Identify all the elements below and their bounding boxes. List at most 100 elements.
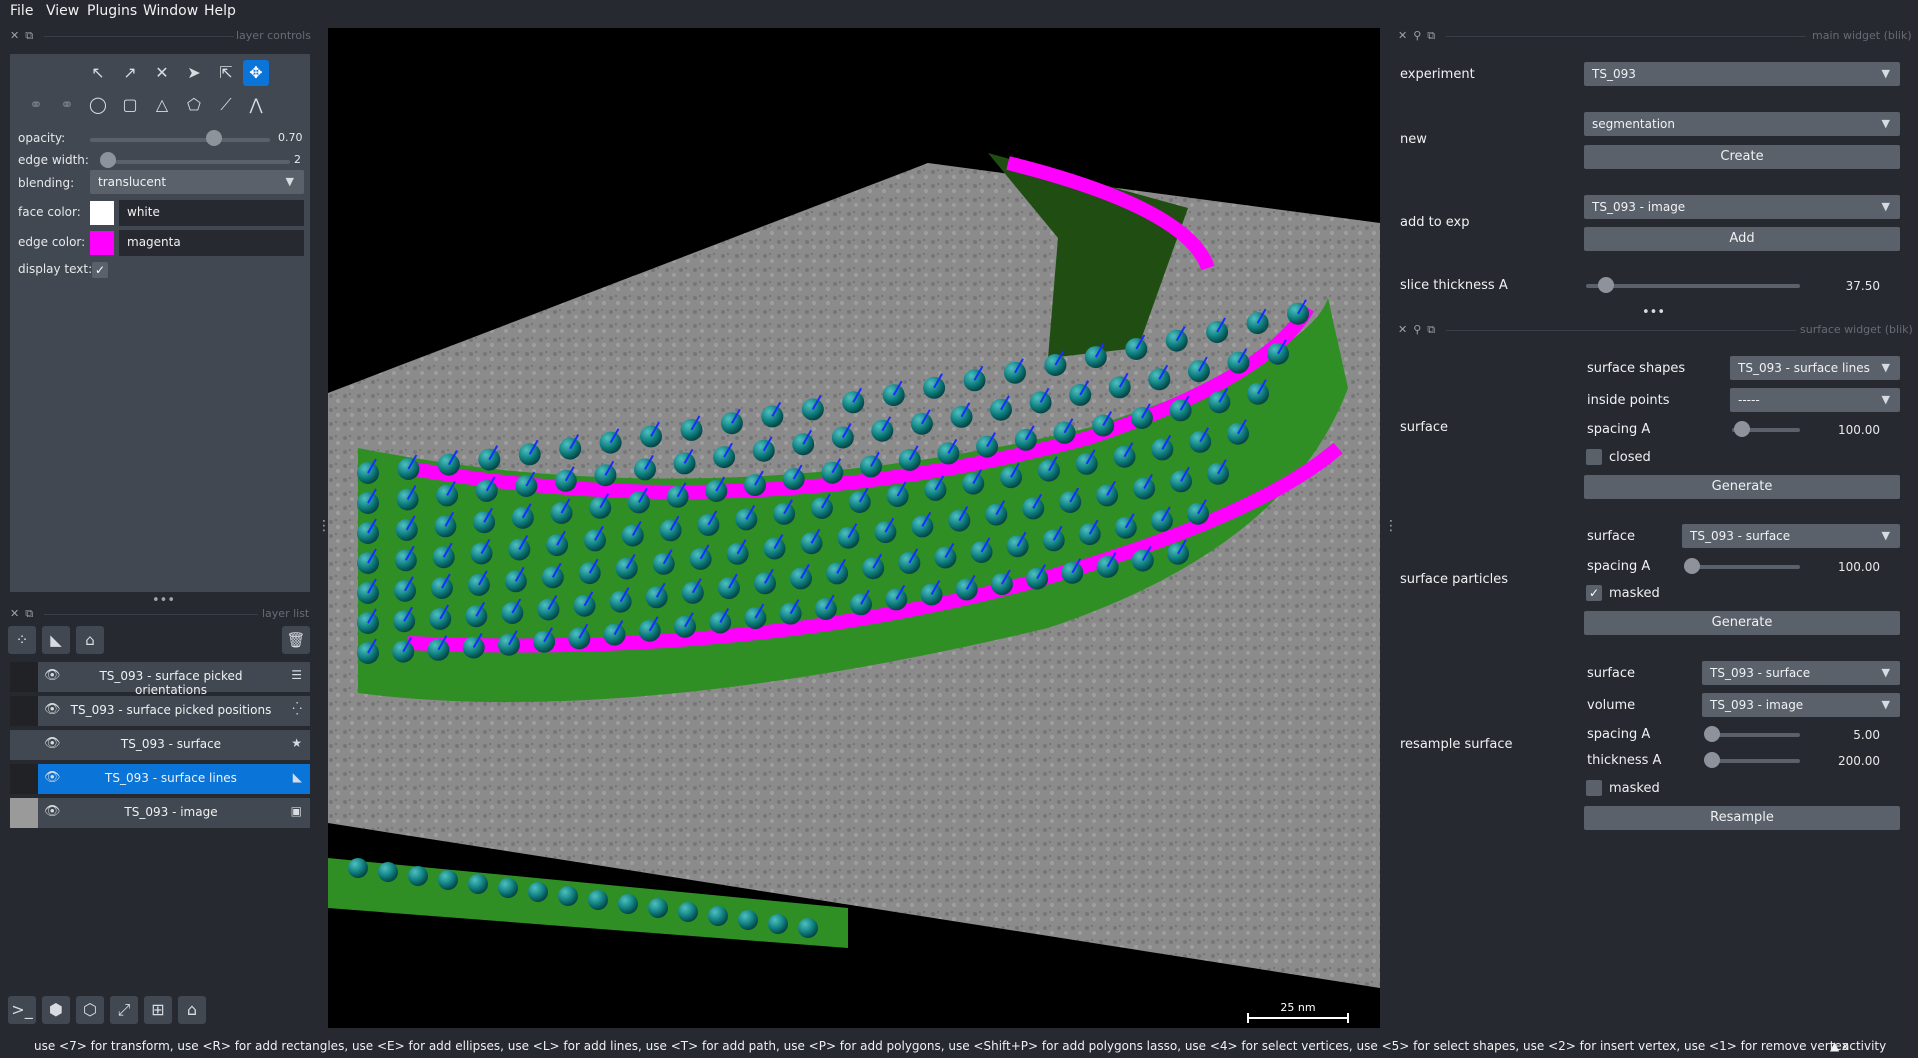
volume-select[interactable]: TS_093 - image ▼ bbox=[1702, 693, 1900, 717]
dock-splitter-handle[interactable]: ••• bbox=[152, 593, 176, 608]
generate-surface-button[interactable]: Generate bbox=[1584, 475, 1900, 499]
layer-row-surface-lines[interactable]: 👁 TS_093 - surface lines ◣ bbox=[10, 764, 310, 794]
menu-file[interactable]: File bbox=[10, 3, 34, 19]
console-button[interactable]: >_ bbox=[8, 996, 36, 1024]
thickness-slider-handle[interactable] bbox=[1704, 752, 1720, 768]
delete-layer-button[interactable]: 🗑 bbox=[282, 626, 310, 654]
layer-row-image[interactable]: 👁 TS_093 - image ▣ bbox=[10, 798, 310, 828]
resample-spacing-slider[interactable] bbox=[1706, 733, 1800, 737]
masked-checkbox[interactable]: ✓ bbox=[1586, 585, 1602, 601]
grid-view-button[interactable]: ⊞ bbox=[144, 996, 172, 1024]
toggle-ndisplay-button[interactable]: ⬢ bbox=[42, 996, 70, 1024]
particle-sphere bbox=[515, 475, 538, 497]
layer-thumbnail bbox=[10, 696, 38, 726]
path-icon[interactable]: ⋀ bbox=[249, 95, 263, 114]
menu-help[interactable]: Help bbox=[204, 3, 236, 19]
inside-points-select[interactable]: ----- ▼ bbox=[1730, 388, 1900, 412]
eye-icon[interactable]: 👁 bbox=[44, 668, 61, 683]
transpose-dims-button[interactable]: ⤢ bbox=[110, 996, 138, 1024]
dock-float-icon[interactable]: ✕⧉ bbox=[10, 29, 40, 42]
dock-close-icon[interactable]: ✕⚲⧉ bbox=[1398, 29, 1442, 42]
ellipse-icon[interactable]: ◯ bbox=[89, 95, 107, 114]
opacity-slider-handle[interactable] bbox=[206, 130, 222, 146]
transform-icon[interactable]: ✥ bbox=[243, 60, 269, 86]
particle-sphere bbox=[689, 547, 712, 570]
insert-vertex-icon[interactable]: ↗ bbox=[123, 63, 137, 82]
layer-row-surface-picked-orientations[interactable]: 👁 TS_093 - surface picked orientations ☰ bbox=[10, 662, 310, 697]
dock-splitter-handle[interactable]: ⋮ bbox=[1384, 518, 1398, 534]
blending-select[interactable]: translucent ▼ bbox=[90, 170, 304, 194]
face-color-swatch[interactable] bbox=[90, 201, 114, 225]
polygon-lasso-icon[interactable]: ⬠ bbox=[187, 95, 201, 114]
rectangle-icon[interactable]: ▢ bbox=[122, 95, 138, 114]
closed-checkbox[interactable] bbox=[1586, 449, 1602, 465]
polygon-icon[interactable]: △ bbox=[155, 95, 169, 114]
dock-close-icon[interactable]: ✕⚲⧉ bbox=[1398, 323, 1442, 336]
particle-sphere bbox=[1092, 414, 1115, 437]
orientation-vector bbox=[488, 445, 499, 461]
surface-shapes-select[interactable]: TS_093 - surface lines ▼ bbox=[1730, 356, 1900, 380]
particle-sphere bbox=[1075, 452, 1098, 475]
thickness-slider[interactable] bbox=[1706, 759, 1800, 763]
face-color-field[interactable]: white bbox=[119, 200, 304, 226]
eye-icon[interactable]: 👁 bbox=[44, 804, 61, 819]
display-text-checkbox[interactable]: ✓ bbox=[92, 262, 108, 278]
create-button[interactable]: Create bbox=[1584, 145, 1900, 169]
dock-float-icon[interactable]: ✕⧉ bbox=[10, 607, 40, 620]
viewer-canvas[interactable]: 25 nm bbox=[328, 28, 1380, 1028]
opacity-slider[interactable] bbox=[90, 138, 270, 142]
delete-shape-icon[interactable]: ✕ bbox=[155, 63, 169, 82]
particles-spacing-slider[interactable] bbox=[1684, 565, 1800, 569]
resample-masked-checkbox[interactable] bbox=[1586, 780, 1602, 796]
edge-color-field[interactable]: magenta bbox=[119, 230, 304, 256]
edge-width-slider-handle[interactable] bbox=[100, 152, 116, 168]
resample-button[interactable]: Resample bbox=[1584, 806, 1900, 830]
select-shapes-icon[interactable]: ➤ bbox=[187, 63, 201, 82]
orientation-vector bbox=[514, 566, 525, 582]
menu-plugins[interactable]: Plugins bbox=[87, 3, 138, 19]
new-points-layer-button[interactable]: ⁘ bbox=[8, 626, 36, 654]
layer-thumbnail bbox=[10, 662, 38, 692]
experiment-select[interactable]: TS_093 ▼ bbox=[1584, 62, 1900, 86]
eye-icon[interactable]: 👁 bbox=[44, 770, 61, 785]
layer-row-surface-picked-positions[interactable]: 👁 TS_093 - surface picked positions ⁛ bbox=[10, 696, 310, 726]
add-button[interactable]: Add bbox=[1584, 227, 1900, 251]
move-front-icon[interactable]: ⚭ bbox=[29, 95, 43, 114]
resample-spacing-slider-handle[interactable] bbox=[1704, 726, 1720, 742]
generate-particles-button[interactable]: Generate bbox=[1584, 611, 1900, 635]
dock-splitter-handle[interactable]: ⋮ bbox=[317, 518, 331, 534]
home-button[interactable]: ⌂ bbox=[178, 996, 206, 1024]
activity-indicator-icon[interactable]: ▲ bbox=[1830, 1039, 1840, 1053]
edge-color-swatch[interactable] bbox=[90, 231, 114, 255]
edge-width-slider[interactable] bbox=[100, 160, 290, 164]
orientation-vector bbox=[1141, 546, 1152, 561]
add-to-exp-select[interactable]: TS_093 - image ▼ bbox=[1584, 195, 1900, 219]
new-labels-layer-button[interactable]: ⌂ bbox=[76, 626, 104, 654]
spacing-slider-handle[interactable] bbox=[1734, 421, 1750, 437]
particles-spacing-slider-handle[interactable] bbox=[1684, 558, 1700, 574]
roll-dims-button[interactable]: ⬡ bbox=[76, 996, 104, 1024]
menu-view[interactable]: View bbox=[46, 3, 80, 19]
resample-surface-select[interactable]: TS_093 - surface ▼ bbox=[1702, 661, 1900, 685]
eye-icon[interactable]: 👁 bbox=[44, 702, 61, 717]
slice-thickness-slider-handle[interactable] bbox=[1598, 277, 1614, 293]
spacing-slider[interactable] bbox=[1732, 428, 1800, 432]
particle-sphere bbox=[437, 453, 460, 476]
remove-vertex-icon[interactable]: ↖ bbox=[91, 63, 105, 82]
line-icon[interactable]: ⟋ bbox=[220, 95, 232, 114]
eye-icon[interactable]: 👁 bbox=[44, 736, 61, 751]
particle-sphere bbox=[1042, 529, 1065, 552]
activity-button[interactable]: activity bbox=[1842, 1039, 1887, 1053]
menu-window[interactable]: Window bbox=[143, 3, 199, 19]
masked-label: masked bbox=[1609, 586, 1660, 601]
slice-thickness-slider[interactable] bbox=[1586, 284, 1800, 288]
particles-surface-select[interactable]: TS_093 - surface ▼ bbox=[1682, 524, 1900, 548]
layer-row-surface[interactable]: 👁 TS_093 - surface ★ bbox=[10, 730, 310, 760]
select-vertices-icon[interactable]: ⇱ bbox=[219, 63, 233, 82]
dock-splitter-handle[interactable]: ••• bbox=[1642, 305, 1666, 320]
new-select[interactable]: segmentation ▼ bbox=[1584, 112, 1900, 136]
particle-sphere bbox=[1069, 383, 1092, 406]
move-back-icon[interactable]: ⚭ bbox=[60, 95, 74, 114]
new-shapes-layer-button[interactable]: ◣ bbox=[42, 626, 70, 654]
orientation-vector bbox=[800, 563, 810, 579]
